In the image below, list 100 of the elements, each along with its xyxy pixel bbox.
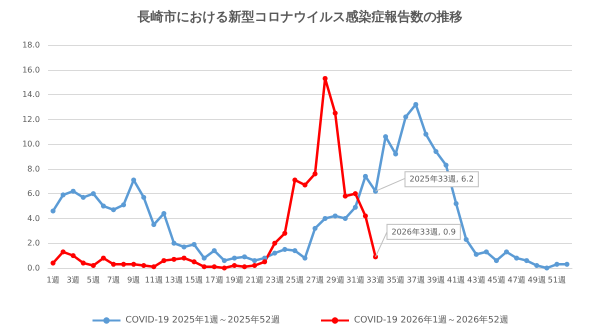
point <box>242 254 247 260</box>
point <box>423 132 428 137</box>
point <box>322 76 328 81</box>
point <box>352 204 358 210</box>
point <box>212 248 217 254</box>
x-tick-label: 27週 <box>306 276 324 284</box>
point <box>222 258 227 264</box>
point <box>352 191 358 196</box>
point <box>202 256 207 261</box>
point <box>232 256 237 261</box>
x-tick-label: 9週 <box>127 276 140 284</box>
point <box>252 263 258 268</box>
x-tick-label: 19週 <box>225 276 244 284</box>
point <box>332 213 338 218</box>
point <box>524 258 530 264</box>
x-tick-label: 41週 <box>447 276 466 284</box>
point <box>242 264 247 270</box>
point <box>60 249 66 254</box>
x-tick-label: 51週 <box>548 276 566 284</box>
point <box>121 202 126 208</box>
point <box>322 216 328 221</box>
point <box>534 263 540 268</box>
y-tick-label: 12.0 <box>22 114 40 124</box>
annotation: 2026年33週, 0.9 <box>392 227 456 236</box>
point <box>504 249 509 254</box>
point <box>182 256 187 261</box>
point <box>444 162 449 168</box>
x-tick-label: 13週 <box>164 276 184 284</box>
y-tick-label: 10.0 <box>22 140 40 149</box>
point <box>182 244 187 250</box>
point <box>272 240 278 246</box>
annotation: 2025年33週, 6.2 <box>410 174 474 184</box>
point <box>111 207 116 212</box>
y-tick-label: 18.0 <box>22 40 40 50</box>
point <box>151 264 156 270</box>
point <box>141 194 146 200</box>
point <box>564 262 570 267</box>
x-tick-label: 31週 <box>346 276 364 284</box>
point <box>393 152 398 157</box>
x-tick-label: 21週 <box>245 276 264 284</box>
point <box>302 256 308 261</box>
point <box>342 194 348 199</box>
x-tick-label: 23週 <box>266 276 284 284</box>
x-tick-label: 3週 <box>66 276 80 284</box>
point <box>232 263 237 268</box>
point <box>222 266 227 270</box>
x-tick-label: 45週 <box>487 276 506 284</box>
point <box>362 213 368 218</box>
point <box>292 248 298 254</box>
y-tick-label: 0.0 <box>27 264 40 272</box>
point <box>100 204 106 209</box>
point <box>50 260 56 266</box>
point <box>332 110 338 116</box>
x-tick-label: 7週 <box>106 276 120 284</box>
point <box>282 246 288 252</box>
x-tick-label: 47週 <box>507 276 526 284</box>
point <box>192 242 197 247</box>
point <box>342 216 348 221</box>
point <box>514 256 520 261</box>
x-tick-label: 43週 <box>467 276 486 284</box>
x-tick-label: 39週 <box>426 276 446 284</box>
y-tick-label: 2.0 <box>27 238 40 248</box>
point <box>202 264 207 270</box>
x-tick-label: 49週 <box>528 276 546 284</box>
point <box>50 208 56 214</box>
point <box>554 262 560 267</box>
point <box>151 222 156 228</box>
point <box>454 201 459 206</box>
x-tick-label: 35週 <box>386 276 405 284</box>
point <box>70 188 76 194</box>
point <box>252 258 258 264</box>
point <box>484 249 489 254</box>
point <box>282 230 288 236</box>
point <box>80 260 86 266</box>
point <box>70 253 76 258</box>
point <box>494 258 499 264</box>
y-tick-label: 4.0 <box>27 214 40 223</box>
point <box>131 262 136 267</box>
point <box>403 114 408 120</box>
point <box>161 258 166 264</box>
point <box>212 264 217 270</box>
point <box>141 263 146 268</box>
point <box>262 259 268 264</box>
point <box>292 178 298 183</box>
x-tick-label: 5週 <box>86 276 100 284</box>
point <box>474 252 479 257</box>
y-tick-label: 16.0 <box>22 65 40 74</box>
point <box>121 262 126 267</box>
point <box>171 256 176 262</box>
x-tick-label: 15週 <box>185 276 204 284</box>
point <box>90 263 96 268</box>
x-tick-label: 29週 <box>326 276 344 284</box>
y-tick-label: 6.0 <box>27 189 40 198</box>
x-tick-label: 33週 <box>366 276 385 284</box>
point <box>192 259 197 264</box>
point <box>80 194 86 200</box>
point <box>100 256 106 261</box>
x-tick-label: 37週 <box>406 276 425 284</box>
legend-label: COVID-19 2025年1週～2025年52週 <box>126 314 280 326</box>
x-tick-label: 25週 <box>286 276 304 284</box>
